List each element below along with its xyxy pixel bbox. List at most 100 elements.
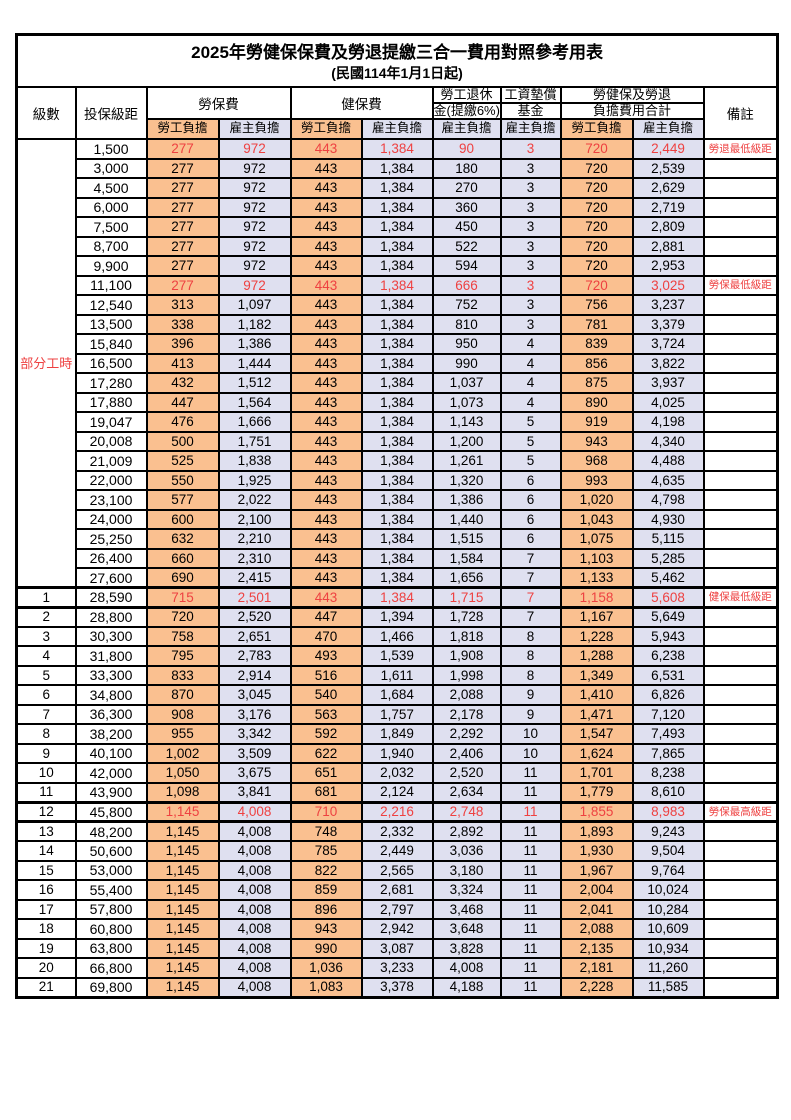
cell-labor-employer: 972 xyxy=(217,235,292,258)
cell-bracket: 21,009 xyxy=(74,450,148,472)
cell-bracket: 9,900 xyxy=(74,255,148,277)
cell-level: 14 xyxy=(15,840,77,862)
cell-health-employee: 681 xyxy=(289,781,363,804)
cell-pension-employer: 2,892 xyxy=(431,820,502,843)
table-row: 19,047 476 1,666 443 1,384 1,143 5 919 4,198 xyxy=(17,411,779,433)
cell-wage-fund: 3 xyxy=(499,216,562,238)
cell-total-employee: 919 xyxy=(559,411,634,433)
cell-pension-employer: 2,748 xyxy=(431,800,502,824)
cell-total-employee: 720 xyxy=(559,138,634,160)
cell-note xyxy=(702,684,779,706)
header-total-line1: 勞健保及勞退 xyxy=(559,85,705,104)
cell-wage-fund: 3 xyxy=(499,157,562,180)
cell-bracket: 17,280 xyxy=(74,372,148,394)
cell-total-employer: 4,340 xyxy=(631,430,705,453)
cell-health-employer: 1,384 xyxy=(360,528,434,550)
cell-total-employer: 11,585 xyxy=(631,976,705,999)
cell-labor-employer: 3,509 xyxy=(217,742,292,765)
cell-labor-employer: 972 xyxy=(217,255,292,277)
cell-total-employee: 2,181 xyxy=(559,957,634,979)
cell-labor-employee: 1,145 xyxy=(145,918,220,940)
cell-total-employer: 9,764 xyxy=(631,859,705,882)
cell-total-employee: 1,779 xyxy=(559,781,634,804)
cell-pension-employer: 2,088 xyxy=(431,684,502,706)
cell-note xyxy=(702,606,779,628)
cell-pension-employer: 2,406 xyxy=(431,742,502,765)
cell-total-employer: 10,284 xyxy=(631,898,705,921)
cell-health-employer: 1,384 xyxy=(360,177,434,199)
cell-total-employer: 2,449 xyxy=(631,138,705,160)
cell-health-employee: 443 xyxy=(289,567,363,589)
cell-health-employee: 443 xyxy=(289,586,363,609)
cell-labor-employer: 2,310 xyxy=(217,547,292,570)
table-row: 7 36,300 908 3,176 563 1,757 2,178 9 1,471 7,120 xyxy=(15,703,779,726)
cell-total-employer: 7,120 xyxy=(631,703,705,726)
cell-bracket: 16,500 xyxy=(74,352,148,375)
cell-health-employer: 3,378 xyxy=(360,976,434,999)
cell-level: 15 xyxy=(15,859,77,882)
cell-note xyxy=(702,177,779,199)
cell-wage-fund: 11 xyxy=(499,859,562,882)
cell-pension-employer: 1,073 xyxy=(431,391,502,414)
cell-bracket: 60,800 xyxy=(74,918,148,940)
header-sub-total-employee: 勞工負擔 xyxy=(559,118,634,141)
cell-labor-employer: 2,022 xyxy=(217,489,292,511)
cell-labor-employee: 277 xyxy=(145,177,220,199)
cell-health-employee: 470 xyxy=(289,625,363,648)
cell-wage-fund: 11 xyxy=(499,820,562,843)
cell-total-employee: 856 xyxy=(559,352,634,375)
table-row: 17,280 432 1,512 443 1,384 1,037 4 875 3,937 xyxy=(17,372,779,394)
cell-note xyxy=(702,157,779,180)
cell-health-employer: 1,384 xyxy=(360,508,434,531)
cell-labor-employer: 3,045 xyxy=(217,684,292,706)
table-row: 部分工時 1,500 277 972 443 1,384 90 3 720 2,449 勞退最低級距 xyxy=(15,138,779,589)
cell-note xyxy=(702,333,779,355)
cell-labor-employee: 1,145 xyxy=(145,800,220,824)
header-sub-pension-employer: 雇主負擔 xyxy=(431,118,502,141)
cell-total-employee: 1,410 xyxy=(559,684,634,706)
table-row: 8,700 277 972 443 1,384 522 3 720 2,881 xyxy=(17,235,779,258)
cell-health-employee: 447 xyxy=(289,606,363,628)
cell-pension-employer: 1,728 xyxy=(431,606,502,628)
cell-pension-employer: 3,180 xyxy=(431,859,502,882)
cell-pension-employer: 666 xyxy=(431,274,502,297)
cell-health-employee: 896 xyxy=(289,898,363,921)
cell-health-employer: 3,233 xyxy=(360,957,434,979)
cell-bracket: 48,200 xyxy=(74,820,148,843)
cell-labor-employer: 972 xyxy=(217,138,292,160)
cell-health-employee: 443 xyxy=(289,157,363,180)
table-row: 17 57,800 1,145 4,008 896 2,797 3,468 11 2,041 10… xyxy=(15,898,779,921)
cell-health-employee: 443 xyxy=(289,391,363,414)
header-sub-labor-employee: 勞工負擔 xyxy=(145,118,220,141)
cell-total-employee: 720 xyxy=(559,255,634,277)
cell-labor-employer: 2,210 xyxy=(217,528,292,550)
table-row: 8 38,200 955 3,342 592 1,849 2,292 10 1,547 7,493 xyxy=(15,723,779,745)
cell-note xyxy=(702,898,779,921)
cell-pension-employer: 4,008 xyxy=(431,957,502,979)
cell-pension-employer: 1,998 xyxy=(431,664,502,687)
cell-labor-employee: 277 xyxy=(145,274,220,297)
cell-level: 10 xyxy=(15,762,77,784)
header-sub-health-employee: 勞工負擔 xyxy=(289,118,363,141)
cell-labor-employee: 632 xyxy=(145,528,220,550)
cell-labor-employee: 1,145 xyxy=(145,859,220,882)
cell-health-employee: 785 xyxy=(289,840,363,862)
cell-note xyxy=(702,723,779,745)
cell-labor-employer: 4,008 xyxy=(217,937,292,960)
cell-total-employee: 756 xyxy=(559,294,634,316)
cell-labor-employee: 338 xyxy=(145,313,220,336)
cell-labor-employer: 972 xyxy=(217,196,292,219)
cell-labor-employer: 4,008 xyxy=(217,879,292,901)
cell-pension-employer: 3,828 xyxy=(431,937,502,960)
cell-health-employer: 1,384 xyxy=(360,255,434,277)
cell-health-employer: 2,681 xyxy=(360,879,434,901)
cell-wage-fund: 10 xyxy=(499,723,562,745)
cell-note xyxy=(702,196,779,219)
cell-health-employee: 748 xyxy=(289,820,363,843)
cell-health-employee: 443 xyxy=(289,547,363,570)
cell-health-employer: 1,757 xyxy=(360,703,434,726)
cell-wage-fund: 3 xyxy=(499,294,562,316)
table-row: 21,009 525 1,838 443 1,384 1,261 5 968 4,488 xyxy=(17,450,779,472)
header-bracket: 投保級距 xyxy=(74,85,148,141)
cell-wage-fund: 5 xyxy=(499,411,562,433)
